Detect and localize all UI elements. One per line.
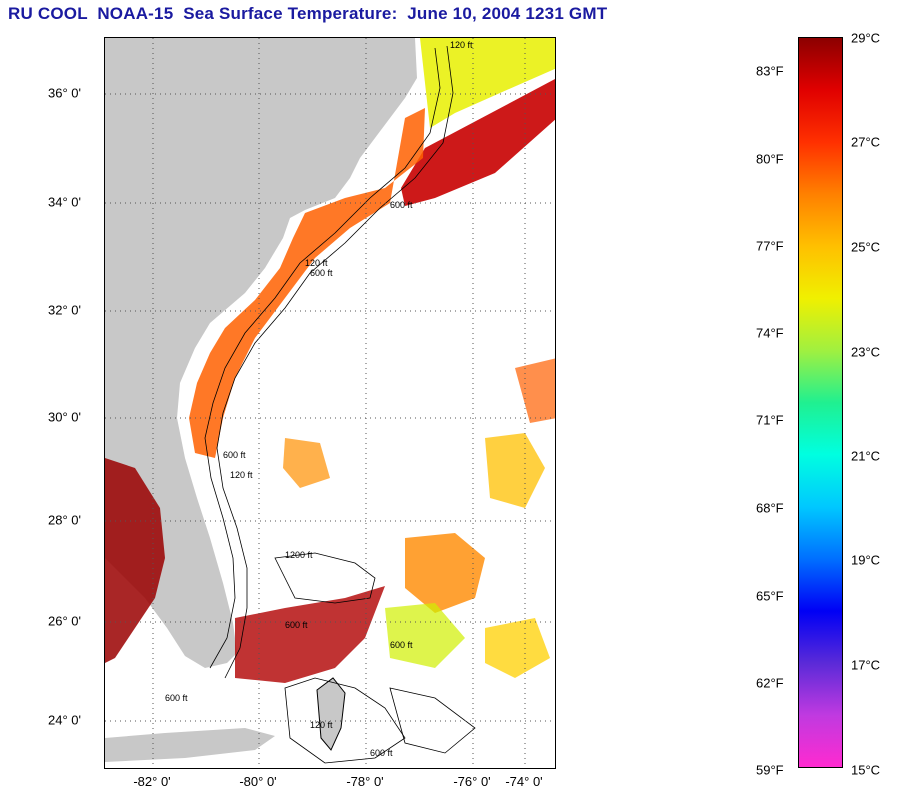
longitude-label: -82° 0': [133, 774, 171, 789]
latitude-label: 34° 0': [48, 194, 81, 210]
latitude-label: 28° 0': [48, 512, 81, 528]
cuba-land: [105, 728, 275, 762]
isobath-label: 120 ft: [450, 40, 473, 50]
map-title: RU COOL NOAA-15 Sea Surface Temperature:…: [8, 4, 608, 23]
latitude-label: 26° 0': [48, 613, 81, 629]
latitude-label: 36° 0': [48, 85, 81, 101]
colorbar-fahrenheit-label: 74°F: [756, 325, 784, 341]
colorbar-celsius-label: 23°C: [851, 344, 881, 360]
graticule: [105, 38, 555, 768]
sst-map-canvas: 120 ft 600 ft 120 ft 600 ft 600 ft 120 f…: [105, 38, 555, 768]
isobath-labels: 120 ft 600 ft 120 ft 600 ft 600 ft 120 f…: [165, 40, 473, 758]
isobath-label: 600 ft: [285, 620, 308, 630]
isobath-label: 600 ft: [223, 450, 246, 460]
colorbar-fahrenheit-label: 83°F: [756, 63, 784, 79]
northern-plume: [420, 38, 555, 128]
colorbar-celsius-label: 17°C: [851, 657, 881, 673]
colorbar-fahrenheit-label: 68°F: [756, 500, 784, 516]
colorbar-fahrenheit-label: 71°F: [756, 412, 784, 428]
colorbar-fahrenheit-label: 65°F: [756, 588, 784, 604]
sst-map: 120 ft 600 ft 120 ft 600 ft 600 ft 120 f…: [104, 37, 556, 769]
colorbar-celsius-label: 27°C: [851, 134, 881, 150]
colorbar-celsius-label: 15°C: [851, 762, 881, 778]
longitude-label: -76° 0': [453, 774, 491, 789]
isobath-label: 600 ft: [310, 268, 333, 278]
isobath-contours: [204, 45, 476, 764]
colorbar-celsius-label: 21°C: [851, 448, 881, 464]
colorbar-celsius-label: 25°C: [851, 239, 881, 255]
isobath-label: 120 ft: [230, 470, 253, 480]
longitude-label: -78° 0': [346, 774, 384, 789]
colorbar-fahrenheit-label: 77°F: [756, 238, 784, 254]
temperature-colorbar: [798, 37, 843, 768]
colorbar-fahrenheit-label: 80°F: [756, 151, 784, 167]
isobath-label: 120 ft: [305, 258, 328, 268]
longitude-label: -74° 0': [505, 774, 543, 789]
colorbar-celsius-label: 19°C: [851, 552, 881, 568]
isobath-label: 600 ft: [370, 748, 393, 758]
isobath-label: 600 ft: [165, 693, 188, 703]
colorbar-fahrenheit-label: 62°F: [756, 675, 784, 691]
coastal-warm-band: [189, 108, 425, 458]
gulf-stream: [401, 79, 555, 206]
andros-island: [316, 677, 346, 751]
isobath-label: 600 ft: [390, 200, 413, 210]
longitude-label: -80° 0': [239, 774, 277, 789]
colorbar-fahrenheit-label: 59°F: [756, 762, 784, 778]
south-florida-warm: [105, 458, 165, 663]
straits-warm: [235, 586, 385, 683]
offshore-patches: [283, 358, 555, 678]
latitude-label: 30° 0': [48, 409, 81, 425]
isobath-label: 600 ft: [390, 640, 413, 650]
colorbar-celsius-label: 29°C: [851, 30, 881, 46]
latitude-label: 24° 0': [48, 712, 81, 728]
isobath-label: 1200 ft: [285, 550, 313, 560]
isobath-label: 120 ft: [310, 720, 333, 730]
latitude-label: 32° 0': [48, 302, 81, 318]
land-mass: [105, 38, 417, 668]
